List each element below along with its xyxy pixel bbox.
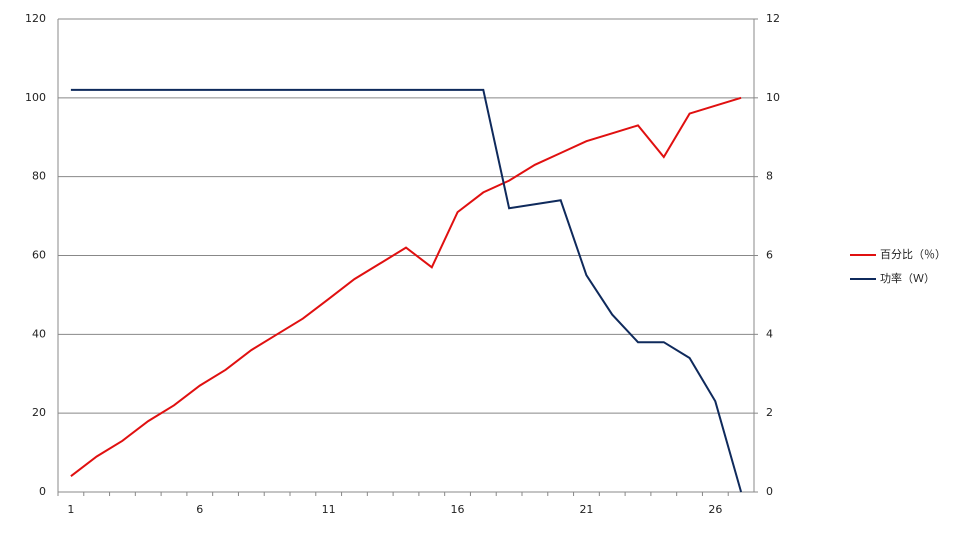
- y-tick-label: 80: [32, 170, 46, 183]
- legend-label: 百分比（％）: [880, 248, 946, 261]
- y-tick-label: 60: [32, 249, 46, 262]
- y2-tick-label: 8: [766, 170, 773, 183]
- y-tick-label: 100: [25, 91, 46, 104]
- legend-label: 功率（Ｗ）: [880, 271, 935, 285]
- y2-tick-label: 4: [766, 327, 773, 340]
- x-tick-label: 6: [196, 503, 203, 516]
- y-tick-label: 0: [39, 485, 46, 498]
- y2-tick-label: 6: [766, 249, 773, 262]
- y2-tick-label: 2: [766, 406, 773, 419]
- series-line: [70, 96, 742, 477]
- y2-tick-label: 10: [766, 91, 780, 104]
- x-tick-label: 11: [322, 503, 336, 516]
- x-tick-label: 1: [67, 503, 74, 516]
- x-tick-label: 21: [579, 503, 593, 516]
- x-tick-label: 16: [451, 503, 465, 516]
- y-tick-label: 40: [32, 327, 46, 340]
- series-line: [70, 88, 743, 493]
- x-tick-label: 26: [708, 503, 722, 516]
- y-tick-label: 20: [32, 406, 46, 419]
- y2-tick-label: 0: [766, 485, 773, 498]
- y2-tick-label: 12: [766, 12, 780, 25]
- y-tick-label: 120: [25, 12, 46, 25]
